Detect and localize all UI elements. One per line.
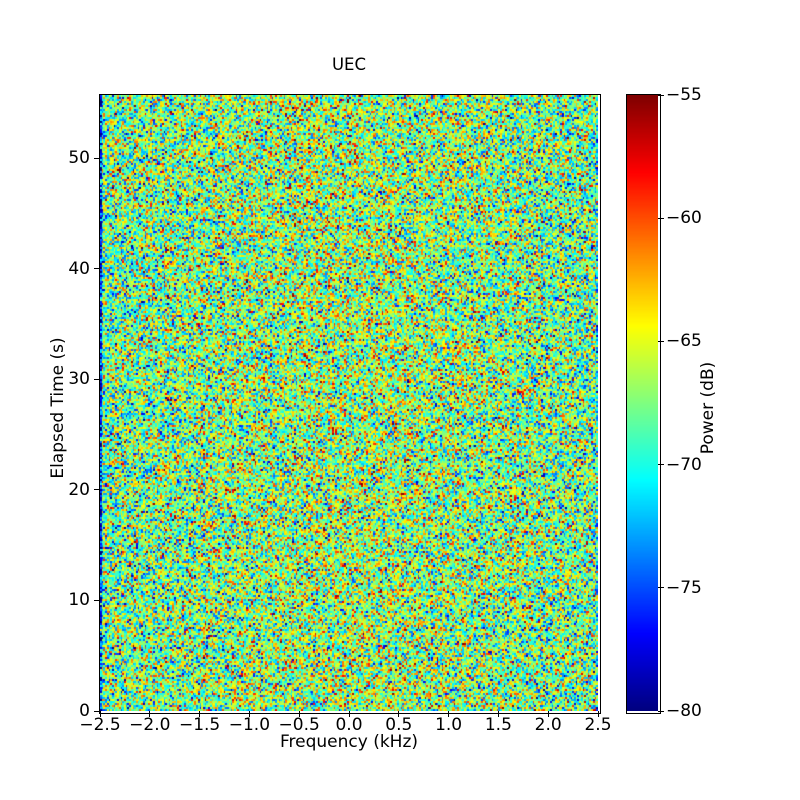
y-tick-mark [94, 157, 100, 159]
colorbar-tick-mark [658, 217, 664, 219]
y-tick-mark [94, 268, 100, 270]
x-tick-label: −1.0 [228, 715, 271, 735]
x-tick-label: 0.0 [335, 715, 363, 735]
x-tick-label: 1.0 [435, 715, 463, 735]
y-tick-label: 20 [68, 479, 90, 500]
y-tick-label: 0 [79, 701, 90, 721]
y-tick-mark [94, 489, 100, 491]
colorbar-tick-label: −75 [666, 577, 702, 598]
colorbar-tick-mark [658, 94, 664, 96]
x-tick-label: 2.5 [584, 715, 612, 735]
colorbar-tick-label: −80 [666, 701, 702, 721]
colorbar-label: Power (dB) [698, 361, 718, 455]
y-axis-label: Elapsed Time (s) [48, 337, 68, 479]
x-tick-mark [149, 711, 151, 717]
spectrogram-image [100, 95, 598, 711]
x-tick-mark [248, 711, 250, 717]
x-tick-mark [348, 711, 350, 717]
y-tick-mark [94, 710, 100, 712]
y-tick-label: 30 [68, 369, 90, 390]
x-tick-mark [448, 711, 450, 717]
plot-title: UEC [331, 54, 367, 74]
x-axis-label: Frequency (kHz) [279, 732, 419, 752]
x-tick-label: −2.5 [79, 715, 121, 735]
x-tick-mark [398, 711, 400, 717]
x-tick-mark [597, 711, 599, 717]
x-tick-mark [497, 711, 499, 717]
colorbar-tick-mark [658, 464, 664, 466]
colorbar-tick-mark [658, 587, 664, 589]
x-tick-mark [199, 711, 201, 717]
colorbar-tick-label: −55 [666, 85, 702, 105]
y-tick-mark [94, 599, 100, 601]
colorbar-tick-label: −65 [666, 331, 702, 352]
x-tick-label: 0.5 [385, 715, 413, 735]
x-tick-label: −0.5 [278, 715, 320, 735]
y-tick-label: 50 [68, 148, 90, 169]
x-tick-label: −1.5 [178, 715, 221, 735]
y-tick-mark [94, 378, 100, 380]
colorbar-tick-mark [658, 340, 664, 342]
y-tick-label: 40 [68, 258, 90, 279]
x-tick-mark [547, 711, 549, 717]
colorbar-tick-mark [658, 710, 664, 712]
x-tick-label: 1.5 [484, 715, 512, 735]
colorbar-tick-label: −60 [666, 208, 702, 229]
x-tick-mark [99, 711, 101, 717]
x-tick-label: 2.0 [534, 715, 562, 735]
y-tick-label: 10 [68, 590, 90, 611]
colorbar-gradient [627, 95, 658, 711]
x-tick-mark [298, 711, 300, 717]
x-tick-label: −2.0 [129, 715, 171, 735]
colorbar-tick-label: −70 [666, 454, 702, 475]
